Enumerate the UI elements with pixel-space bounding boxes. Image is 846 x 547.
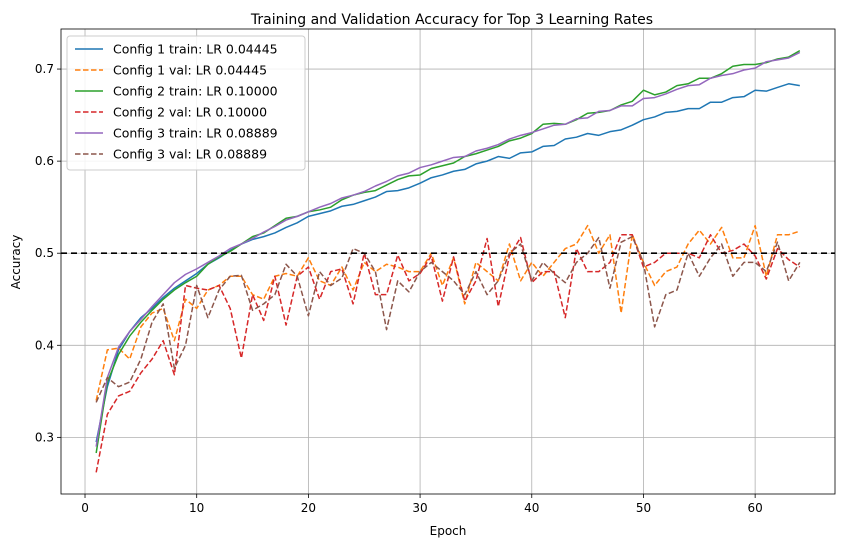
- series-layer: [95, 49, 801, 473]
- legend-label: Config 2 val: LR 0.10000: [113, 105, 267, 120]
- series-line-3: [95, 49, 801, 454]
- x-tick-label: 20: [301, 501, 316, 515]
- legend-label: Config 1 train: LR 0.04445: [113, 42, 278, 57]
- y-tick-label: 0.4: [35, 338, 54, 352]
- series-line-5: [95, 51, 801, 447]
- y-tick-label: 0.3: [35, 430, 54, 444]
- y-tick-label: 0.5: [35, 246, 54, 260]
- plot-frame: [60, 28, 836, 495]
- x-axis-ticks: 0 10 20 30 40 50 60: [81, 494, 763, 515]
- x-tick-label: 40: [524, 501, 539, 515]
- chart-title: Training and Validation Accuracy for Top…: [250, 12, 653, 28]
- legend-box: [66, 35, 306, 171]
- x-tick-label: 60: [748, 501, 763, 515]
- y-axis-ticks: 0.3 0.4 0.5 0.6 0.7: [35, 62, 61, 444]
- x-tick-label: 50: [636, 501, 651, 515]
- y-tick-label: 0.6: [35, 154, 54, 168]
- legend-label: Config 3 val: LR 0.08889: [113, 147, 267, 162]
- x-tick-label: 30: [412, 501, 427, 515]
- y-tick-label: 0.7: [35, 62, 54, 76]
- x-tick-label: 10: [189, 501, 204, 515]
- legend-label: Config 3 train: LR 0.08889: [113, 126, 278, 141]
- legend: Config 1 train: LR 0.04445 Config 1 val: …: [66, 35, 306, 171]
- series-line-2: [95, 224, 801, 401]
- series-line-6: [95, 235, 801, 403]
- x-tick-label: 0: [81, 501, 89, 515]
- legend-label: Config 1 val: LR 0.04445: [113, 63, 267, 78]
- x-axis-label: Epoch: [430, 524, 467, 538]
- legend-label: Config 2 train: LR 0.10000: [113, 84, 278, 99]
- y-axis-label: Accuracy: [9, 235, 23, 290]
